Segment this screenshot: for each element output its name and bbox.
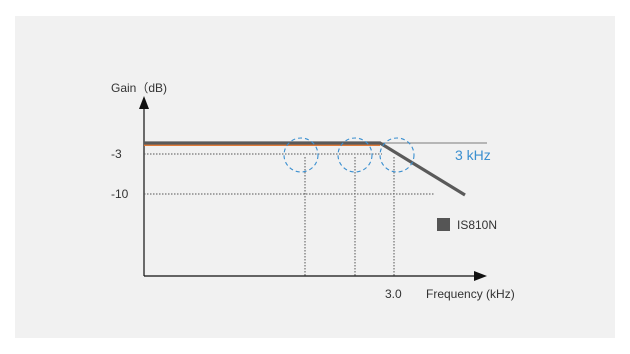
annotation-3khz: 3 kHz: [455, 147, 491, 163]
chart-panel: [15, 16, 615, 338]
y-axis-label: Gain（dB): [111, 81, 167, 95]
x-axis-label: Frequency (kHz): [426, 287, 515, 301]
legend-swatch: [437, 218, 450, 231]
y-axis-arrow: [139, 96, 149, 109]
y-tick-minus3: -3: [111, 147, 122, 161]
highlight-circle-2: [337, 137, 373, 173]
y-tick-minus10: -10: [111, 187, 129, 201]
x-tick-3: 3.0: [385, 287, 402, 301]
highlight-circle-1: [283, 137, 319, 173]
highlight-circle-3: [379, 137, 415, 173]
response-line: [144, 141, 466, 197]
legend-label: IS810N: [457, 218, 497, 232]
x-axis-arrow: [474, 271, 487, 281]
